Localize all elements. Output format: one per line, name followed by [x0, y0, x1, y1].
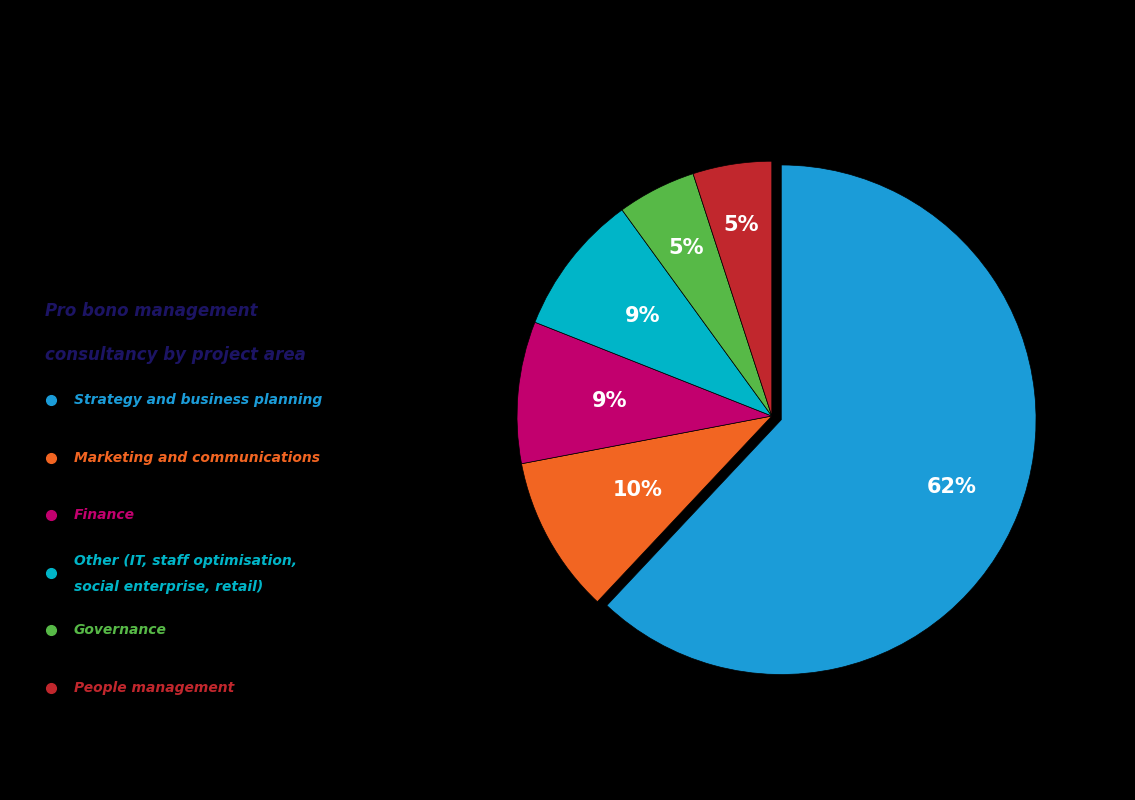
Text: Finance: Finance [74, 508, 135, 522]
Text: social enterprise, retail): social enterprise, retail) [74, 580, 263, 594]
Wedge shape [518, 322, 772, 464]
Wedge shape [607, 165, 1036, 674]
Text: Governance: Governance [74, 623, 167, 638]
Text: Pro bono management: Pro bono management [45, 302, 258, 320]
Text: 62%: 62% [927, 478, 977, 498]
Text: Strategy and business planning: Strategy and business planning [74, 393, 322, 407]
Text: Marketing and communications: Marketing and communications [74, 450, 320, 465]
Text: 5%: 5% [669, 238, 704, 258]
Text: consultancy by project area: consultancy by project area [45, 346, 306, 364]
Text: 5%: 5% [724, 214, 759, 234]
Text: People management: People management [74, 681, 234, 695]
Text: 10%: 10% [613, 480, 663, 500]
Text: Other (IT, staff optimisation,: Other (IT, staff optimisation, [74, 554, 296, 568]
Text: 9%: 9% [625, 306, 661, 326]
Wedge shape [522, 416, 772, 602]
Wedge shape [693, 162, 772, 416]
Wedge shape [622, 174, 772, 416]
Text: 9%: 9% [591, 390, 628, 410]
Wedge shape [535, 210, 772, 416]
